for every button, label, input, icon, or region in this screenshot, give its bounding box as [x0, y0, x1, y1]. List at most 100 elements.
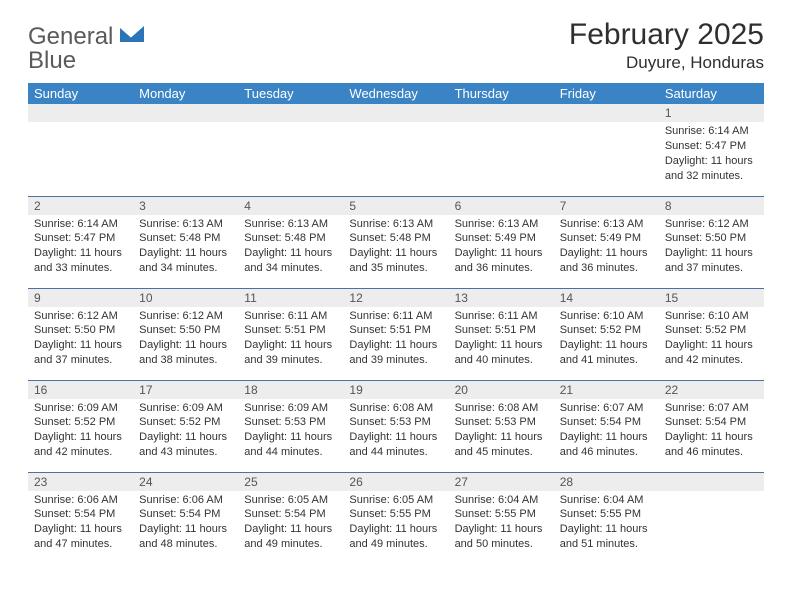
calendar-cell: 2Sunrise: 6:14 AMSunset: 5:47 PMDaylight…: [28, 196, 133, 288]
col-saturday: Saturday: [659, 83, 764, 104]
day-line: Daylight: 11 hours: [34, 430, 127, 445]
day-content: Sunrise: 6:14 AMSunset: 5:47 PMDaylight:…: [28, 215, 133, 280]
day-line: and 44 minutes.: [244, 445, 337, 460]
day-line: Sunrise: 6:08 AM: [349, 401, 442, 416]
day-number: [449, 104, 554, 122]
day-line: Daylight: 11 hours: [349, 522, 442, 537]
calendar-cell: 24Sunrise: 6:06 AMSunset: 5:54 PMDayligh…: [133, 472, 238, 564]
day-line: and 42 minutes.: [665, 353, 758, 368]
calendar-cell: 12Sunrise: 6:11 AMSunset: 5:51 PMDayligh…: [343, 288, 448, 380]
calendar-cell: 28Sunrise: 6:04 AMSunset: 5:55 PMDayligh…: [554, 472, 659, 564]
day-line: Daylight: 11 hours: [34, 338, 127, 353]
day-line: Daylight: 11 hours: [560, 522, 653, 537]
day-content: Sunrise: 6:11 AMSunset: 5:51 PMDaylight:…: [449, 307, 554, 372]
day-line: and 33 minutes.: [34, 261, 127, 276]
calendar-week: 2Sunrise: 6:14 AMSunset: 5:47 PMDaylight…: [28, 196, 764, 288]
day-number: 4: [238, 197, 343, 215]
day-line: Sunset: 5:49 PM: [455, 231, 548, 246]
day-line: Sunset: 5:52 PM: [34, 415, 127, 430]
day-line: Sunset: 5:49 PM: [560, 231, 653, 246]
day-number: 6: [449, 197, 554, 215]
day-content: Sunrise: 6:10 AMSunset: 5:52 PMDaylight:…: [554, 307, 659, 372]
day-number: 28: [554, 473, 659, 491]
day-line: Sunset: 5:48 PM: [349, 231, 442, 246]
day-line: Sunrise: 6:12 AM: [665, 217, 758, 232]
calendar-cell: 9Sunrise: 6:12 AMSunset: 5:50 PMDaylight…: [28, 288, 133, 380]
day-number: [133, 104, 238, 122]
day-line: and 36 minutes.: [560, 261, 653, 276]
day-line: Sunrise: 6:06 AM: [34, 493, 127, 508]
day-content: Sunrise: 6:10 AMSunset: 5:52 PMDaylight:…: [659, 307, 764, 372]
day-content: Sunrise: 6:06 AMSunset: 5:54 PMDaylight:…: [28, 491, 133, 556]
day-line: Sunrise: 6:12 AM: [34, 309, 127, 324]
day-line: Daylight: 11 hours: [139, 338, 232, 353]
day-number: 2: [28, 197, 133, 215]
day-number: [238, 104, 343, 122]
day-line: Daylight: 11 hours: [244, 246, 337, 261]
calendar-week: 23Sunrise: 6:06 AMSunset: 5:54 PMDayligh…: [28, 472, 764, 564]
day-number: 12: [343, 289, 448, 307]
day-line: Sunset: 5:52 PM: [665, 323, 758, 338]
location-label: Duyure, Honduras: [569, 53, 764, 73]
day-line: Sunrise: 6:08 AM: [455, 401, 548, 416]
title-block: February 2025 Duyure, Honduras: [569, 18, 764, 73]
calendar-cell: 4Sunrise: 6:13 AMSunset: 5:48 PMDaylight…: [238, 196, 343, 288]
day-content: [554, 122, 659, 128]
calendar-week: 9Sunrise: 6:12 AMSunset: 5:50 PMDaylight…: [28, 288, 764, 380]
day-line: Sunset: 5:54 PM: [139, 507, 232, 522]
calendar-cell: 26Sunrise: 6:05 AMSunset: 5:55 PMDayligh…: [343, 472, 448, 564]
day-content: Sunrise: 6:06 AMSunset: 5:54 PMDaylight:…: [133, 491, 238, 556]
day-line: Sunrise: 6:14 AM: [34, 217, 127, 232]
day-number: 15: [659, 289, 764, 307]
day-line: and 47 minutes.: [34, 537, 127, 552]
day-number: 13: [449, 289, 554, 307]
day-line: Daylight: 11 hours: [455, 246, 548, 261]
day-line: Daylight: 11 hours: [665, 430, 758, 445]
day-number: 23: [28, 473, 133, 491]
day-content: [28, 122, 133, 128]
calendar-cell: [659, 472, 764, 564]
day-content: Sunrise: 6:05 AMSunset: 5:55 PMDaylight:…: [343, 491, 448, 556]
day-line: and 37 minutes.: [665, 261, 758, 276]
day-number: 9: [28, 289, 133, 307]
day-line: Sunset: 5:48 PM: [244, 231, 337, 246]
day-line: Sunrise: 6:13 AM: [560, 217, 653, 232]
day-number: 24: [133, 473, 238, 491]
day-content: Sunrise: 6:13 AMSunset: 5:48 PMDaylight:…: [238, 215, 343, 280]
calendar-cell: 1Sunrise: 6:14 AMSunset: 5:47 PMDaylight…: [659, 104, 764, 196]
calendar-week: 1Sunrise: 6:14 AMSunset: 5:47 PMDaylight…: [28, 104, 764, 196]
day-line: Daylight: 11 hours: [244, 338, 337, 353]
day-line: Sunrise: 6:09 AM: [139, 401, 232, 416]
calendar-cell: 18Sunrise: 6:09 AMSunset: 5:53 PMDayligh…: [238, 380, 343, 472]
day-content: Sunrise: 6:07 AMSunset: 5:54 PMDaylight:…: [659, 399, 764, 464]
day-line: and 46 minutes.: [665, 445, 758, 460]
calendar-cell: 16Sunrise: 6:09 AMSunset: 5:52 PMDayligh…: [28, 380, 133, 472]
day-line: Sunset: 5:54 PM: [244, 507, 337, 522]
day-number: [343, 104, 448, 122]
day-line: Sunset: 5:50 PM: [139, 323, 232, 338]
logo-text: General Blue: [28, 24, 146, 73]
calendar-cell: [449, 104, 554, 196]
day-line: Daylight: 11 hours: [349, 430, 442, 445]
calendar-cell: 3Sunrise: 6:13 AMSunset: 5:48 PMDaylight…: [133, 196, 238, 288]
col-thursday: Thursday: [449, 83, 554, 104]
day-number: 7: [554, 197, 659, 215]
day-line: and 38 minutes.: [139, 353, 232, 368]
day-number: 25: [238, 473, 343, 491]
col-wednesday: Wednesday: [343, 83, 448, 104]
day-line: Daylight: 11 hours: [455, 338, 548, 353]
day-content: [133, 122, 238, 128]
day-content: Sunrise: 6:12 AMSunset: 5:50 PMDaylight:…: [28, 307, 133, 372]
calendar-cell: [554, 104, 659, 196]
day-line: Sunset: 5:55 PM: [349, 507, 442, 522]
day-number: 26: [343, 473, 448, 491]
day-number: 20: [449, 381, 554, 399]
day-line: Sunrise: 6:12 AM: [139, 309, 232, 324]
calendar-cell: 7Sunrise: 6:13 AMSunset: 5:49 PMDaylight…: [554, 196, 659, 288]
day-line: and 39 minutes.: [244, 353, 337, 368]
day-line: Daylight: 11 hours: [139, 430, 232, 445]
day-content: Sunrise: 6:05 AMSunset: 5:54 PMDaylight:…: [238, 491, 343, 556]
day-line: and 51 minutes.: [560, 537, 653, 552]
day-line: Sunset: 5:51 PM: [455, 323, 548, 338]
calendar-header: Sunday Monday Tuesday Wednesday Thursday…: [28, 83, 764, 104]
